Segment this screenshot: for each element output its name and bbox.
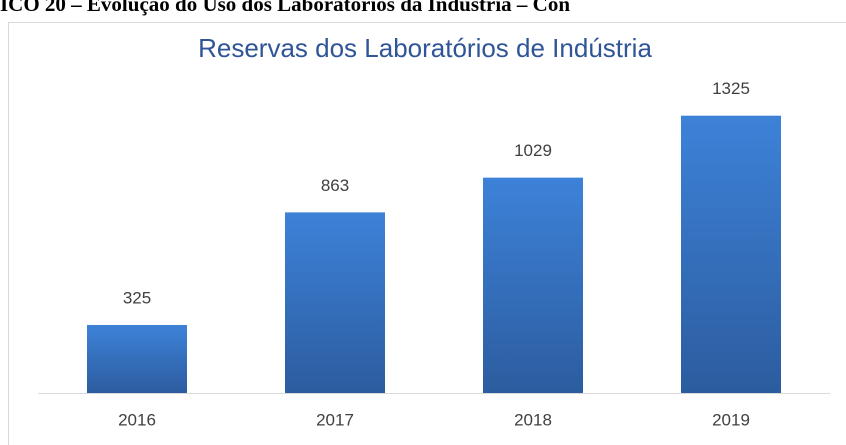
x-tick-label: 2016	[118, 410, 156, 429]
data-label: 1325	[712, 79, 750, 98]
x-tick-label: 2017	[316, 410, 354, 429]
data-label: 325	[123, 288, 151, 307]
bar	[87, 324, 187, 393]
x-tick-label: 2019	[712, 410, 750, 429]
chart-title: Reservas dos Laboratórios de Indústria	[198, 33, 652, 63]
caption: ICO 20 – Evolução do Uso dos Laboratório…	[0, 0, 570, 16]
bar	[681, 115, 781, 394]
x-tick-label: 2018	[514, 410, 552, 429]
chart-frame	[8, 22, 846, 445]
data-label: 1029	[514, 141, 552, 160]
bar	[285, 212, 385, 393]
data-label: 863	[321, 176, 349, 195]
bar	[483, 177, 583, 393]
